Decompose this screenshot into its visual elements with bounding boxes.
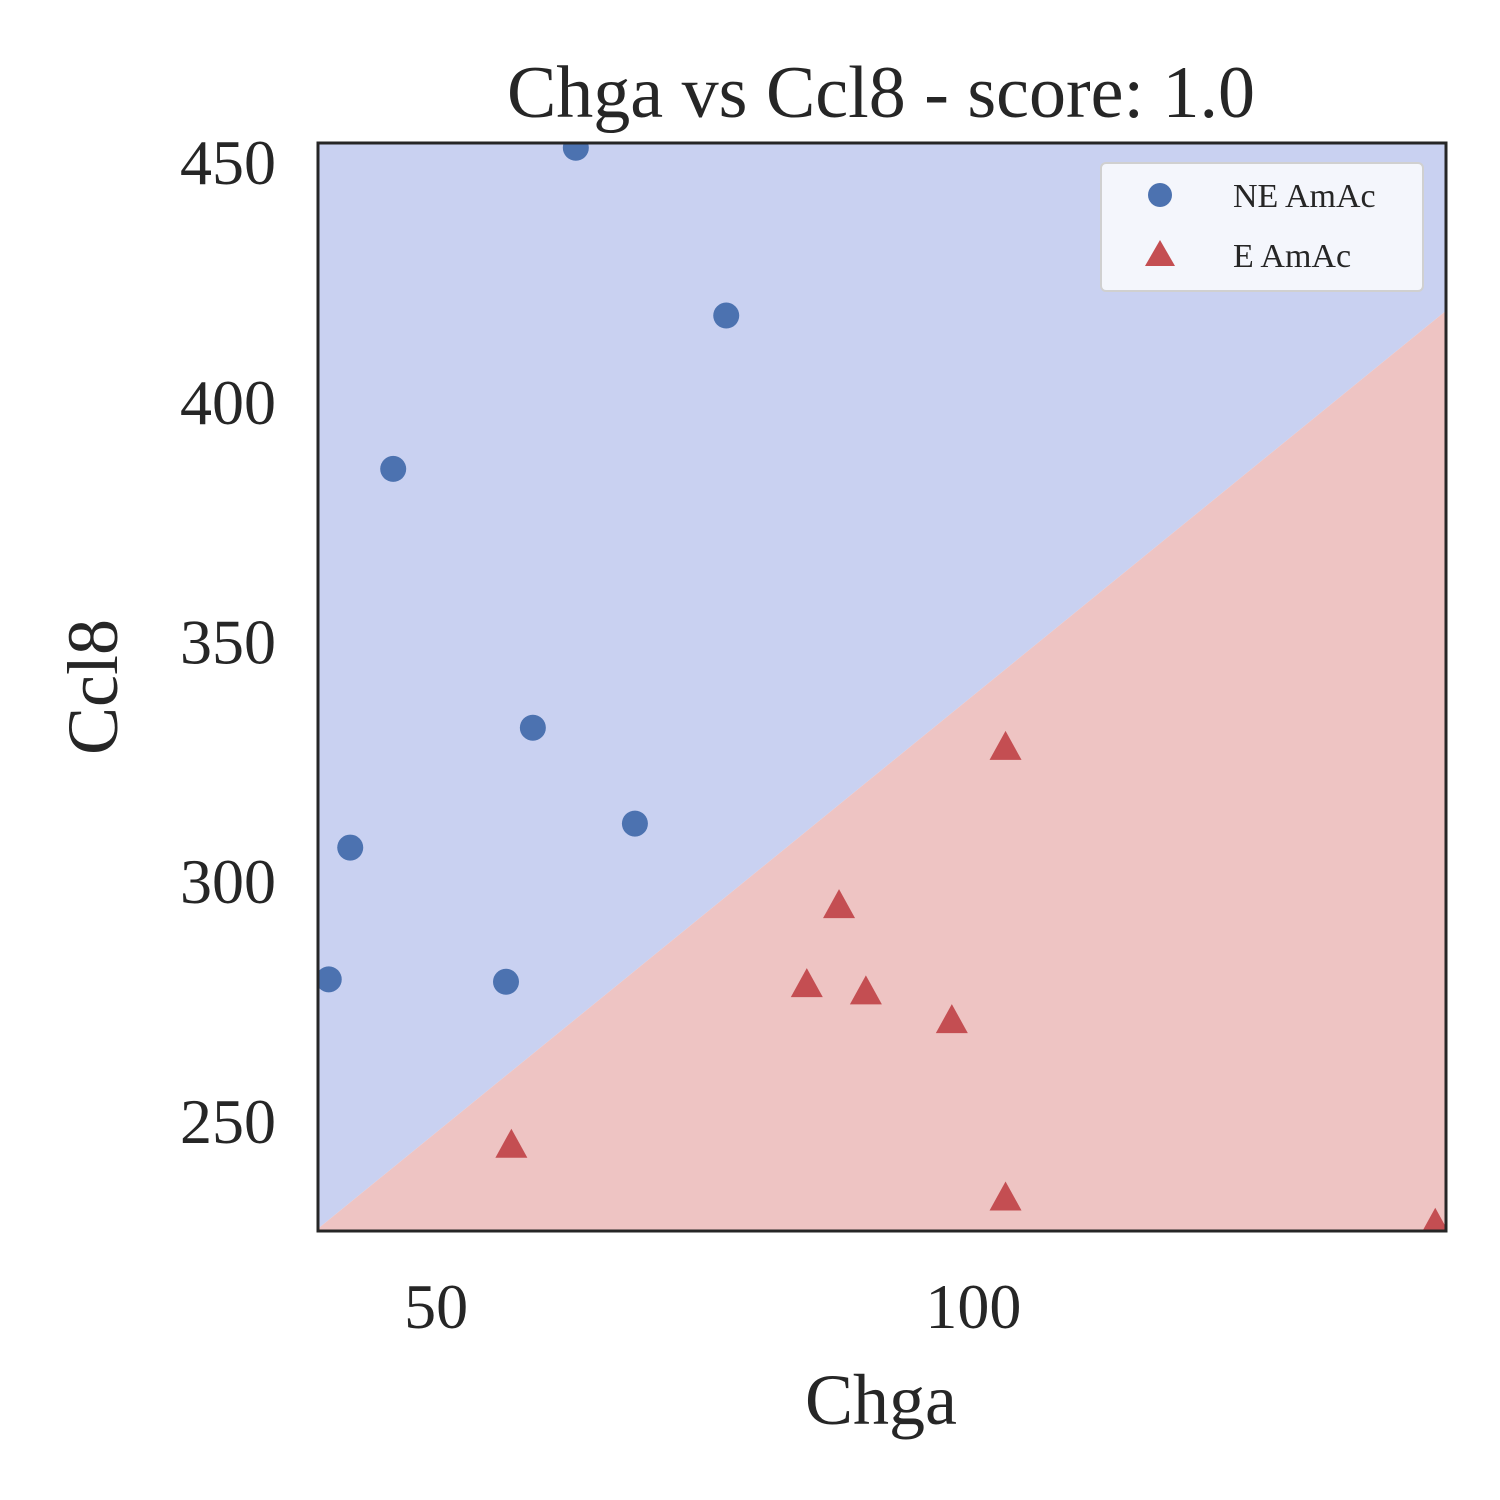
y-axis-ticks: 250 300 350 400 450 bbox=[180, 127, 276, 1157]
y-tick-label: 250 bbox=[180, 1086, 276, 1157]
ne-amac-point bbox=[562, 143, 589, 161]
x-tick-label: 50 bbox=[404, 1271, 468, 1342]
plot-area bbox=[318, 143, 1446, 1231]
e-amac-point bbox=[1422, 1207, 1446, 1231]
legend-label-ne-amac: NE AmAc bbox=[1233, 178, 1376, 215]
decision-region-ne-amac bbox=[318, 143, 1446, 1229]
x-axis-ticks: 50 100 bbox=[404, 1271, 1021, 1342]
e-amac-point bbox=[989, 730, 1022, 760]
ne-amac-point bbox=[493, 968, 519, 995]
y-tick-label: 400 bbox=[180, 367, 276, 438]
decision-region-e-amac bbox=[318, 310, 1446, 1231]
y-tick-label: 450 bbox=[180, 127, 276, 198]
ne-amac-point bbox=[519, 714, 546, 741]
legend-circle-marker bbox=[1148, 183, 1172, 207]
y-tick-label: 300 bbox=[180, 846, 276, 917]
e-amac-point bbox=[495, 1128, 528, 1158]
e-amac-point bbox=[849, 975, 882, 1005]
e-amac-point bbox=[790, 968, 823, 998]
ne-amac-point bbox=[713, 302, 740, 329]
y-tick-label: 350 bbox=[180, 606, 276, 677]
x-axis-label: Chga bbox=[805, 1360, 957, 1440]
e-amac-point bbox=[989, 1181, 1022, 1211]
data-points bbox=[318, 143, 1446, 1231]
legend: NE AmAc E AmAc bbox=[1100, 162, 1424, 292]
ne-amac-point bbox=[318, 966, 342, 993]
ne-amac-point bbox=[337, 834, 364, 861]
legend-triangle-marker bbox=[1145, 240, 1175, 266]
legend-box bbox=[1100, 162, 1424, 292]
ne-amac-point bbox=[621, 810, 648, 837]
ne-amac-point bbox=[380, 455, 407, 482]
e-amac-point bbox=[935, 1004, 968, 1034]
legend-label-e-amac: E AmAc bbox=[1233, 238, 1351, 275]
plot-frame bbox=[316, 141, 1448, 1233]
y-axis-label: Ccl8 bbox=[53, 619, 133, 755]
x-tick-label: 100 bbox=[925, 1271, 1021, 1342]
chart-title: Chga vs Ccl8 - score: 1.0 bbox=[507, 52, 1255, 134]
e-amac-point bbox=[823, 889, 856, 919]
